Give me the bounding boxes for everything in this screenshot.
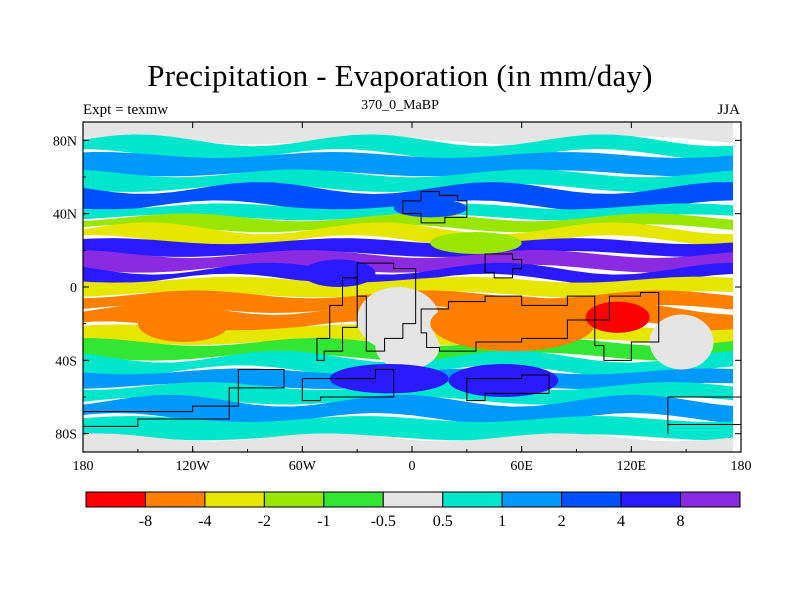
colorbar-label: 1 <box>498 513 506 530</box>
contour-band <box>83 222 733 248</box>
coastline <box>356 262 417 352</box>
colorbar-swatch <box>382 491 444 508</box>
contour-patch <box>649 314 714 370</box>
contour-patch <box>329 364 449 394</box>
contour-patch <box>448 364 559 397</box>
colorbar-label: 8 <box>677 513 685 530</box>
colorbar-swatch <box>680 491 741 508</box>
colorbar-swatch <box>561 491 622 508</box>
y-tick-label: 80N <box>53 134 77 149</box>
colorbar-swatch <box>144 491 206 508</box>
coastline <box>316 277 358 361</box>
contour-patch <box>137 305 230 342</box>
colorbar-swatch <box>204 491 265 508</box>
x-tick-label: 180 <box>731 459 752 474</box>
x-tick-label: 0 <box>409 459 416 474</box>
x-tick-label: 180 <box>73 459 94 474</box>
colorbar-swatch <box>263 491 325 508</box>
y-tick-label: 40N <box>53 208 77 223</box>
x-tick-label: 120E <box>617 459 647 474</box>
x-tick-label: 60W <box>289 459 317 474</box>
contour-band <box>83 262 733 286</box>
colorbar-label: -8 <box>139 513 152 530</box>
contour-patch <box>430 296 595 352</box>
colorbar-swatch <box>85 491 146 508</box>
coastline <box>484 253 523 279</box>
colorbar-label: -4 <box>198 513 211 530</box>
contour-band <box>83 152 733 177</box>
colorbar-swatch <box>501 491 563 508</box>
coastline <box>420 295 596 352</box>
colorbar-label: -2 <box>258 513 271 530</box>
contour-patch <box>430 232 522 254</box>
y-tick-label: 0 <box>70 281 77 296</box>
contour-band <box>83 433 733 452</box>
colorbar-swatch <box>620 491 682 508</box>
x-tick-label: 120W <box>176 459 211 474</box>
coastline <box>301 369 395 402</box>
colorbar-label: -0.5 <box>371 513 396 530</box>
coastline <box>466 374 550 402</box>
contour-band <box>83 134 733 161</box>
contour-patch <box>393 199 467 218</box>
contour-band <box>83 276 733 298</box>
coastline <box>83 369 285 430</box>
colorbar-label: 2 <box>558 513 566 530</box>
experiment-label: Expt = texmw <box>83 102 169 118</box>
contour-band <box>83 416 733 441</box>
contour-patch <box>585 301 650 333</box>
colorbar-label: -1 <box>317 513 330 530</box>
colorbar-swatch <box>323 491 384 508</box>
colorbar-swatch <box>442 491 503 508</box>
coastline <box>402 191 468 224</box>
contour-band <box>83 182 733 213</box>
coastline <box>594 292 660 361</box>
colorbar-label: 4 <box>617 513 625 530</box>
y-tick-label: 80S <box>55 428 77 443</box>
period-label: 370_0_MaBP <box>361 98 439 113</box>
contour-band <box>83 169 733 192</box>
chart-title: Precipitation - Evaporation (in mm/day) <box>147 58 653 93</box>
contour-band <box>83 238 733 257</box>
contour-patch <box>375 323 440 370</box>
map-field <box>83 122 741 452</box>
x-tick-label: 60E <box>510 459 533 474</box>
contour-band <box>83 250 733 273</box>
y-tick-label: 40S <box>55 354 77 369</box>
season-label: JJA <box>717 102 740 118</box>
colorbar-label: 0.5 <box>433 513 453 530</box>
